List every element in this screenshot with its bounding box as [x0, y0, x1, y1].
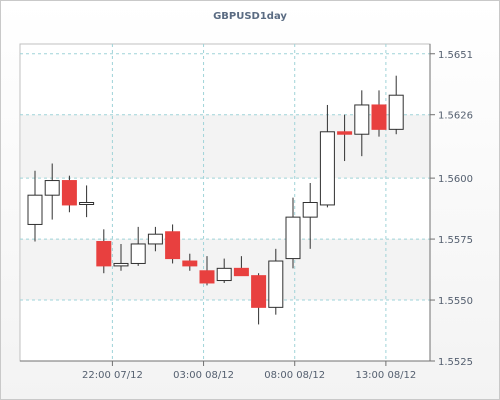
y-tick-label: 1.5525 — [438, 357, 473, 368]
candle-body-bullish — [285, 216, 301, 260]
candle-body-bullish — [79, 202, 95, 205]
candle — [61, 175, 77, 213]
axis-labels: 1.5525 1.5550 1.5575 1.5600 1.5626 1.5651 22:0… — [82, 50, 473, 381]
candle — [199, 256, 215, 286]
candle-body-bullish — [113, 262, 129, 267]
y-tick-label: 1.5626 — [438, 111, 473, 122]
candle-body-bullish — [216, 267, 232, 282]
candle-body-bullish — [27, 194, 43, 225]
candle — [113, 243, 129, 271]
candle-body-bearish — [165, 231, 181, 260]
axes — [20, 44, 435, 366]
y-tick-label: 1.5550 — [438, 296, 473, 307]
candle-body-bearish — [182, 260, 198, 267]
candle — [285, 197, 301, 269]
candle — [216, 258, 232, 283]
candle-body-bullish — [130, 243, 146, 264]
x-tick-label: 03:00 08/12 — [173, 370, 234, 381]
candle-body-bearish — [251, 275, 267, 308]
y-tick-label: 1.5651 — [438, 50, 473, 61]
candle — [233, 256, 249, 277]
x-tick-label: 08:00 08/12 — [264, 370, 325, 381]
candle-body-bullish — [319, 131, 335, 206]
y-tick-label: 1.5600 — [438, 174, 473, 185]
candle — [79, 185, 95, 218]
x-tick-label: 13:00 08/12 — [355, 370, 416, 381]
candle — [337, 114, 353, 162]
candle-body-bullish — [388, 94, 404, 130]
candle-body-bullish — [302, 202, 318, 218]
candle-body-bullish — [268, 260, 284, 308]
candle — [388, 75, 404, 135]
candle — [302, 182, 318, 249]
candle-body-bearish — [61, 180, 77, 206]
candle-body-bearish — [96, 241, 112, 267]
candle — [319, 104, 335, 208]
candle — [268, 248, 284, 315]
plot-bands — [21, 114, 430, 301]
candle-body-bearish — [371, 104, 387, 130]
x-tick-label: 22:00 07/12 — [82, 370, 143, 381]
candle — [251, 273, 267, 325]
candle-body-bearish — [337, 131, 353, 135]
candle-body-bearish — [233, 267, 249, 277]
candle — [165, 224, 181, 264]
candle — [182, 253, 198, 271]
chart-title: GBPUSD1day — [213, 11, 287, 22]
candle — [27, 170, 43, 242]
candle-body-bullish — [354, 104, 370, 135]
candle — [371, 90, 387, 137]
candle-body-bullish — [44, 180, 60, 196]
candle — [44, 163, 60, 220]
candle — [96, 229, 112, 274]
candle — [130, 226, 146, 266]
candles — [27, 75, 404, 325]
y-tick-label: 1.5575 — [438, 235, 473, 246]
candle — [354, 90, 370, 157]
candle — [147, 226, 163, 252]
candle-body-bearish — [199, 270, 215, 284]
candle-body-bullish — [147, 233, 163, 245]
